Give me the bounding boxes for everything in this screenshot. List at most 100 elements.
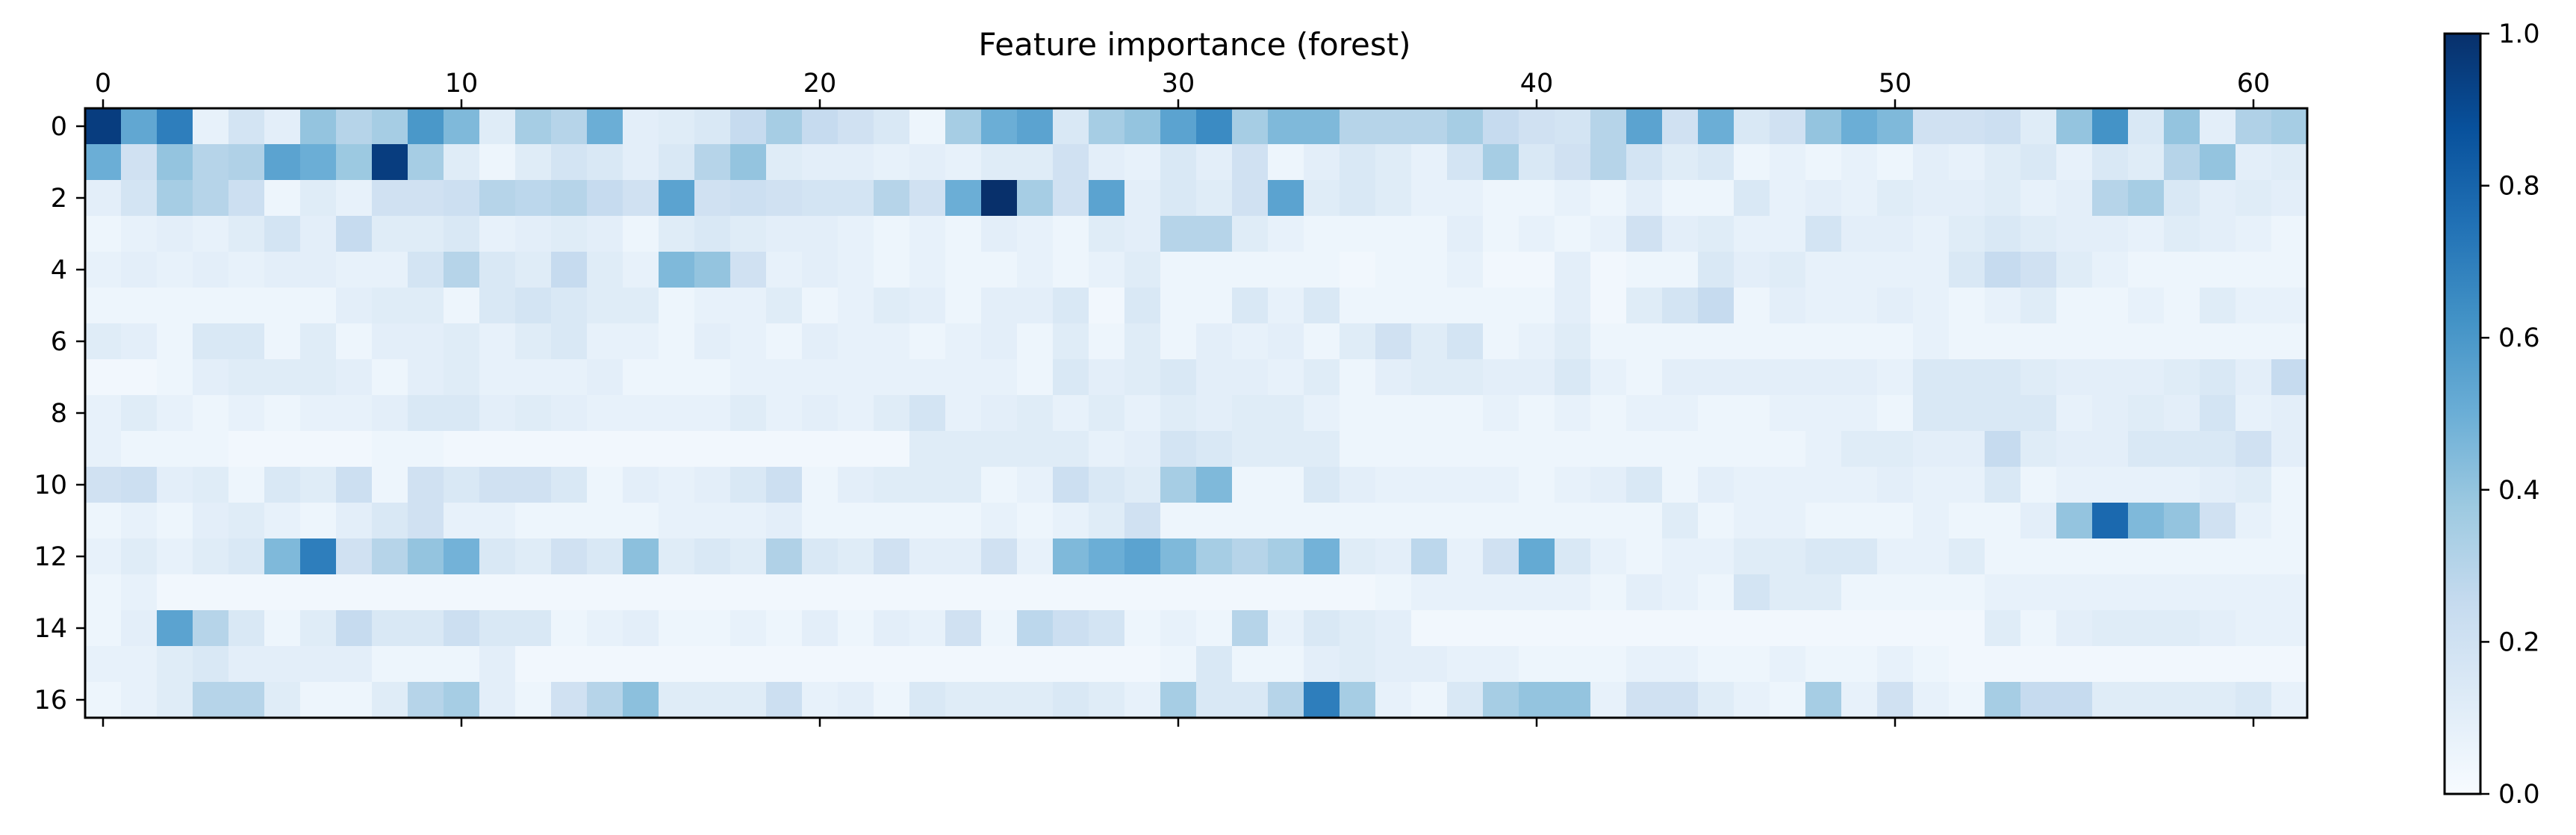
heatmap-cell bbox=[228, 395, 265, 432]
heatmap-cell bbox=[1089, 431, 1125, 468]
heatmap-cell bbox=[802, 467, 839, 503]
heatmap-cell bbox=[2271, 252, 2308, 288]
heatmap-cell bbox=[372, 359, 408, 396]
heatmap-cell bbox=[1304, 144, 1340, 181]
heatmap-cell bbox=[408, 682, 444, 718]
heatmap-cell bbox=[766, 538, 803, 575]
heatmap-cell bbox=[2056, 359, 2093, 396]
heatmap-cell bbox=[2271, 108, 2308, 145]
heatmap-cell bbox=[1877, 682, 1914, 718]
heatmap-cell bbox=[1232, 467, 1269, 503]
heatmap-cell bbox=[1304, 610, 1340, 647]
heatmap-cell bbox=[85, 252, 122, 288]
heatmap-cell bbox=[157, 180, 193, 217]
heatmap-cell bbox=[1590, 503, 1627, 539]
heatmap-cell bbox=[515, 682, 552, 718]
heatmap-cell bbox=[1160, 395, 1197, 432]
heatmap-cell bbox=[157, 431, 193, 468]
heatmap-cell bbox=[1447, 252, 1484, 288]
heatmap-cell bbox=[1089, 359, 1125, 396]
heatmap-cell bbox=[2271, 395, 2308, 432]
heatmap-cell bbox=[838, 216, 874, 252]
heatmap-cell bbox=[2164, 574, 2200, 611]
heatmap-cell bbox=[1734, 395, 1770, 432]
heatmap-cell bbox=[945, 646, 982, 683]
heatmap-cell bbox=[1160, 503, 1197, 539]
heatmap-cell bbox=[2164, 431, 2200, 468]
heatmap-cell bbox=[1411, 610, 1448, 647]
heatmap-cell bbox=[551, 574, 588, 611]
heatmap-cell bbox=[121, 108, 158, 145]
heatmap-cell bbox=[694, 323, 731, 360]
heatmap-cell bbox=[1770, 144, 1806, 181]
heatmap-cell bbox=[1555, 431, 1591, 468]
heatmap-cell bbox=[193, 682, 229, 718]
heatmap-cell bbox=[228, 180, 265, 217]
heatmap-cell bbox=[1124, 180, 1161, 217]
heatmap-cell bbox=[1949, 252, 1985, 288]
heatmap-cell bbox=[1017, 252, 1054, 288]
heatmap-cell bbox=[1232, 144, 1269, 181]
heatmap-cell bbox=[1770, 467, 1806, 503]
y-tick-label: 14 bbox=[34, 614, 67, 644]
heatmap-cell bbox=[1160, 431, 1197, 468]
heatmap-cell bbox=[874, 108, 910, 145]
heatmap-cell bbox=[1805, 288, 1842, 324]
heatmap-cell bbox=[193, 323, 229, 360]
heatmap-cell bbox=[1949, 431, 1985, 468]
heatmap-cell bbox=[1017, 323, 1054, 360]
heatmap-cell bbox=[1340, 431, 1376, 468]
heatmap-cell bbox=[1555, 646, 1591, 683]
heatmap-cell bbox=[1770, 538, 1806, 575]
heatmap-cell bbox=[1017, 180, 1054, 217]
heatmap-cell bbox=[623, 216, 659, 252]
heatmap-cell bbox=[2056, 288, 2093, 324]
heatmap-cell bbox=[479, 538, 516, 575]
heatmap-cell bbox=[1841, 431, 1878, 468]
heatmap-cell bbox=[300, 180, 337, 217]
x-tick-label: 50 bbox=[1879, 69, 1912, 99]
heatmap-cell bbox=[659, 431, 695, 468]
heatmap-cell bbox=[1698, 646, 1735, 683]
heatmap-cell bbox=[300, 503, 337, 539]
heatmap-cell bbox=[874, 646, 910, 683]
heatmap-cell bbox=[623, 144, 659, 181]
heatmap-cell bbox=[2236, 144, 2272, 181]
heatmap-cell bbox=[372, 431, 408, 468]
heatmap-cell bbox=[766, 323, 803, 360]
heatmap-cell bbox=[2020, 538, 2057, 575]
heatmap-cell bbox=[193, 574, 229, 611]
heatmap-cell bbox=[1734, 180, 1770, 217]
heatmap-cell bbox=[587, 180, 623, 217]
heatmap-cell bbox=[1985, 252, 2021, 288]
heatmap-cell bbox=[587, 359, 623, 396]
heatmap-cell bbox=[1805, 574, 1842, 611]
heatmap-cell bbox=[694, 431, 731, 468]
heatmap-cell bbox=[1340, 503, 1376, 539]
heatmap-cell bbox=[1268, 395, 1304, 432]
heatmap-cell bbox=[623, 646, 659, 683]
heatmap-cell bbox=[1985, 610, 2021, 647]
heatmap-cell bbox=[623, 431, 659, 468]
heatmap-cell bbox=[1089, 108, 1125, 145]
heatmap-cell bbox=[1375, 395, 1412, 432]
heatmap-cell bbox=[1124, 359, 1161, 396]
heatmap-cell bbox=[1375, 288, 1412, 324]
heatmap-cell bbox=[264, 574, 301, 611]
heatmap-cell bbox=[300, 252, 337, 288]
heatmap-cell bbox=[981, 431, 1018, 468]
heatmap-cell bbox=[1483, 180, 1519, 217]
heatmap-cell bbox=[1340, 574, 1376, 611]
heatmap-cell bbox=[1662, 288, 1699, 324]
heatmap-cell bbox=[300, 108, 337, 145]
heatmap-cell bbox=[408, 431, 444, 468]
heatmap-cell bbox=[2092, 503, 2129, 539]
heatmap-cell bbox=[551, 646, 588, 683]
heatmap-cell bbox=[2164, 682, 2200, 718]
heatmap-cell bbox=[2200, 646, 2236, 683]
heatmap-cell bbox=[694, 467, 731, 503]
heatmap-cell bbox=[1447, 538, 1484, 575]
heatmap-cell bbox=[444, 288, 480, 324]
x-tick-label: 60 bbox=[2237, 69, 2271, 99]
